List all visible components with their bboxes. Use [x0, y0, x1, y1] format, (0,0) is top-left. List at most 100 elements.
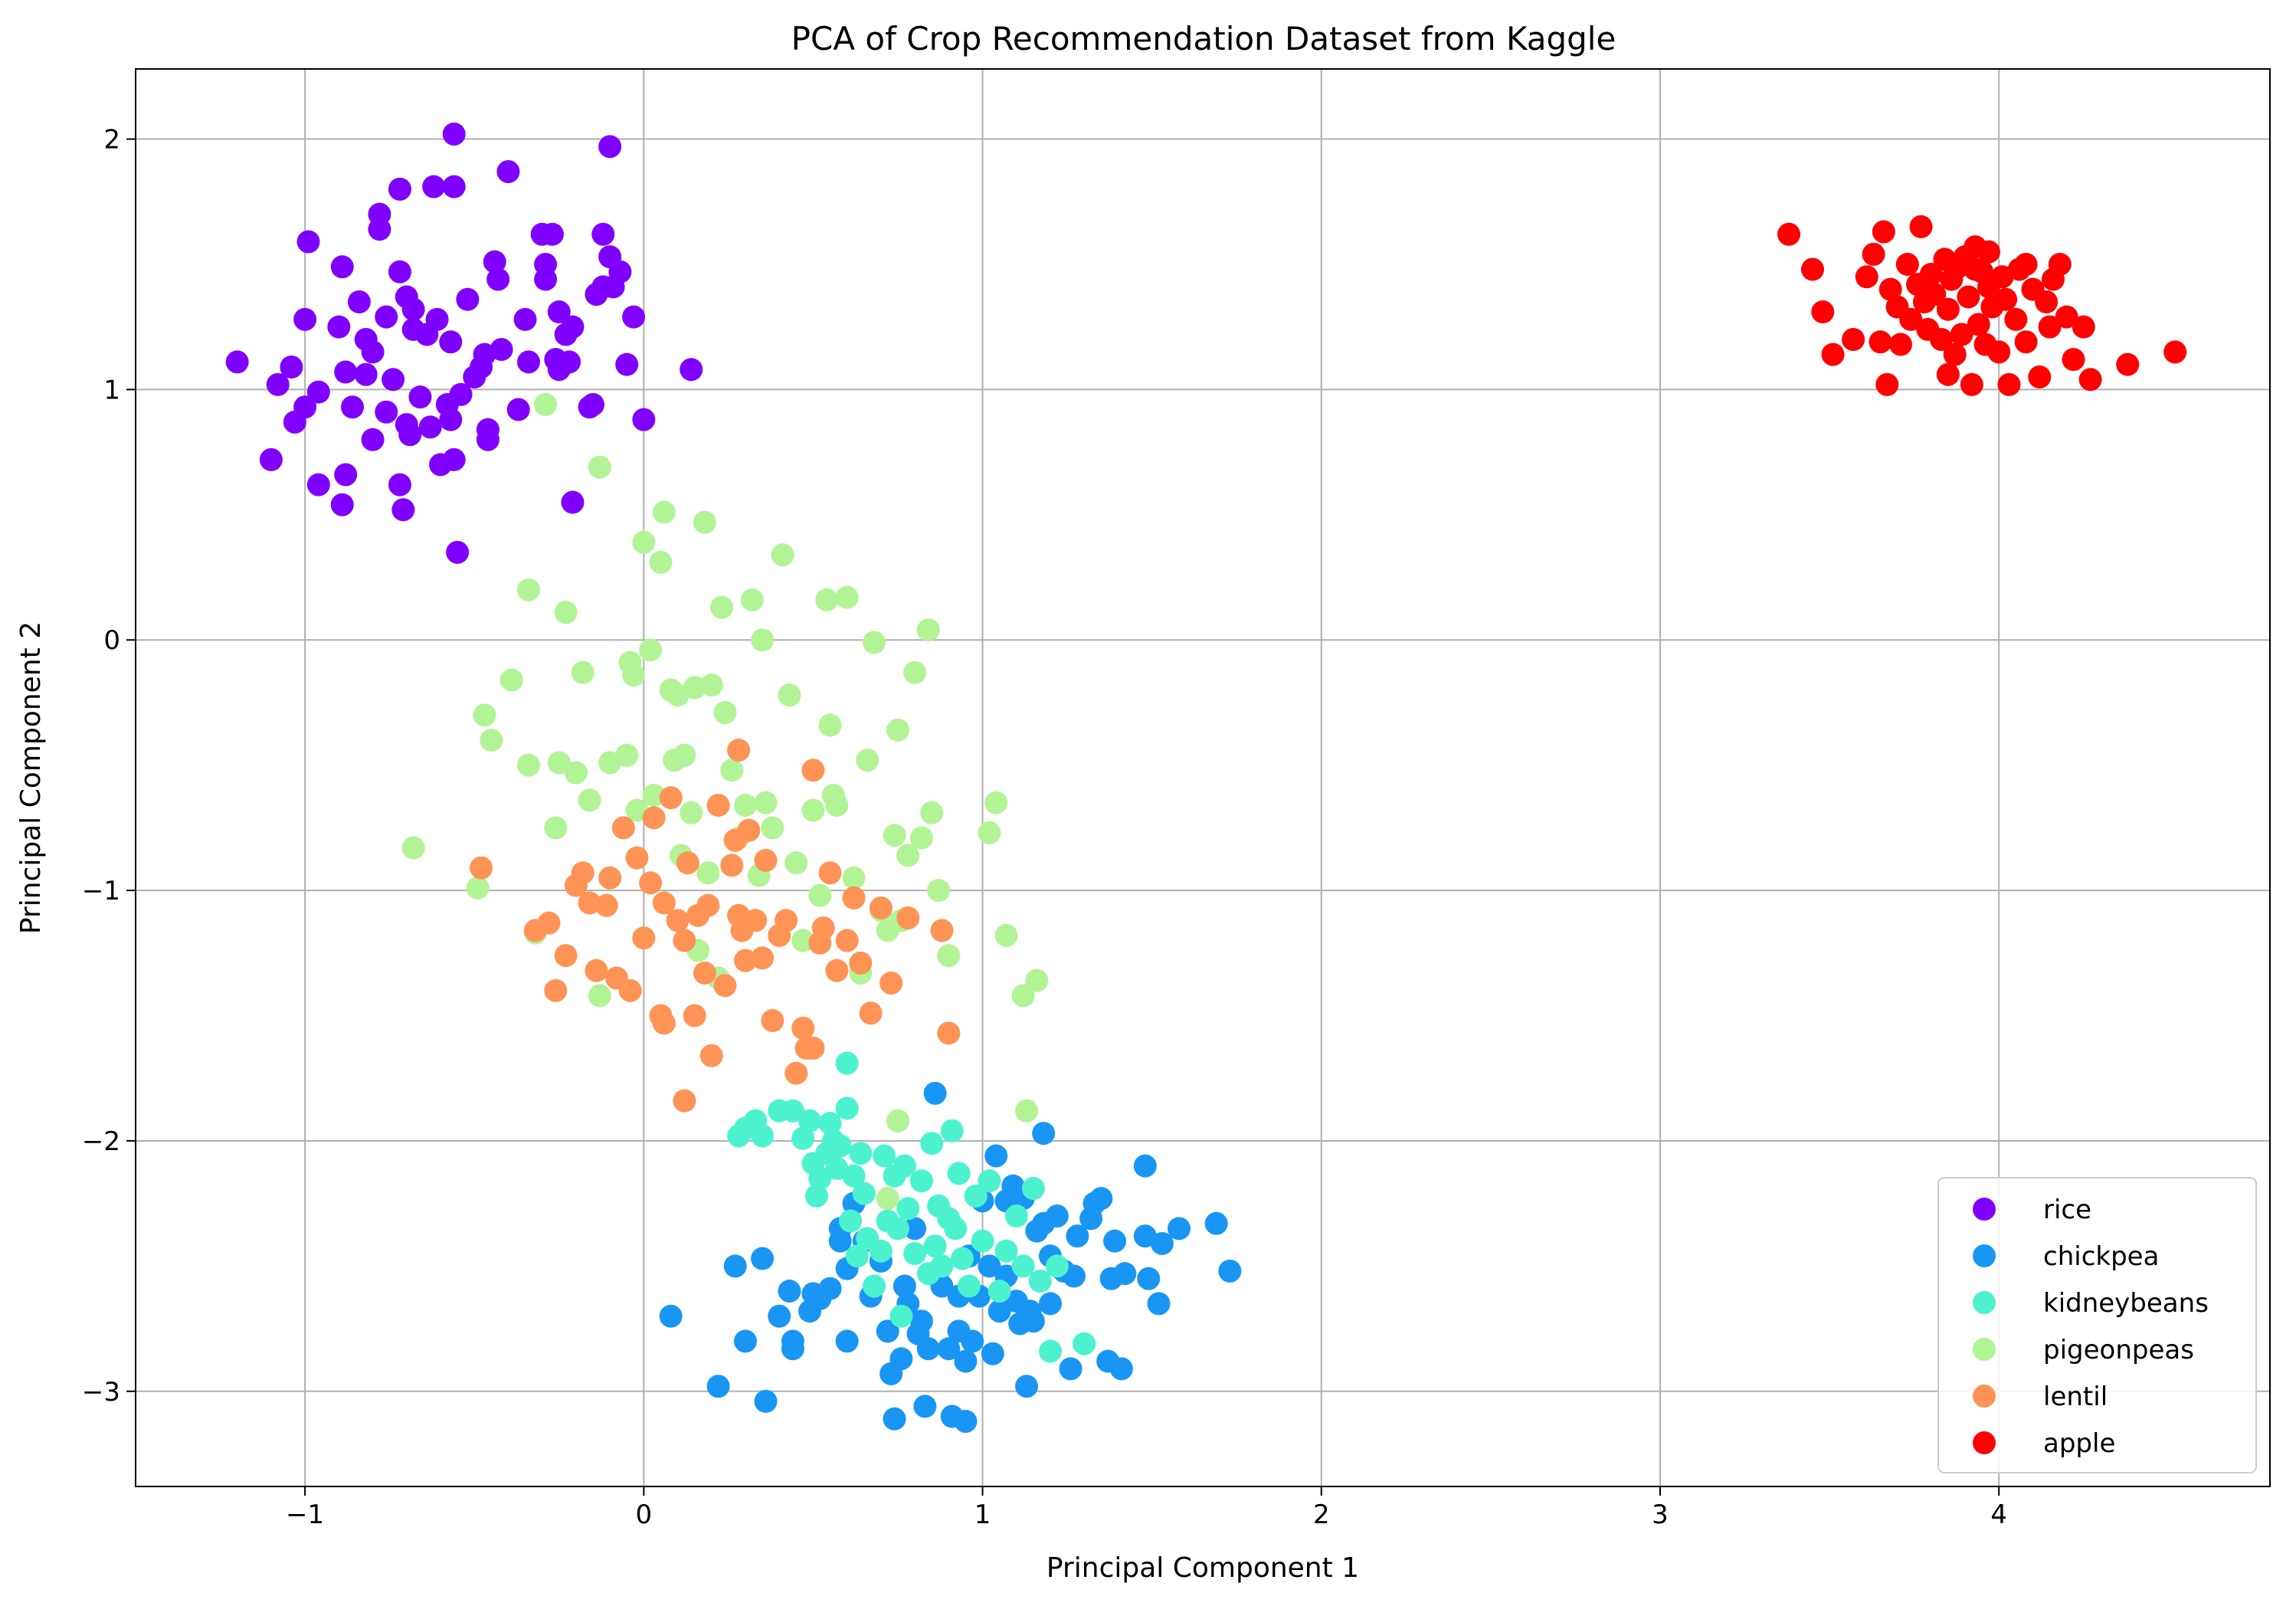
pigeonpeas-point: [499, 668, 523, 692]
y-tick-label: −2: [82, 1126, 120, 1157]
legend-label-kidneybeans: kidneybeans: [2043, 1288, 2209, 1319]
apple-point: [1936, 362, 1960, 386]
pigeonpeas-point: [571, 660, 594, 684]
pigeonpeas-point: [1025, 969, 1049, 992]
pigeonpeas-point: [516, 578, 540, 601]
kidneybeans-point: [971, 1229, 994, 1253]
pigeonpeas-point: [886, 718, 909, 742]
rice-point: [306, 380, 330, 404]
lentil-point: [585, 959, 608, 982]
rice-point: [368, 218, 391, 241]
lentil-point: [849, 951, 873, 975]
series-rice: [225, 122, 703, 564]
rice-point: [293, 395, 317, 419]
legend-label-apple: apple: [2043, 1428, 2115, 1459]
chickpea-point: [889, 1347, 913, 1371]
lentil-point: [659, 786, 683, 810]
rice-point: [442, 122, 466, 146]
chickpea-point: [1103, 1229, 1127, 1253]
rice-point: [547, 300, 571, 324]
rice-point: [391, 498, 415, 522]
rice-point: [361, 428, 385, 451]
lentil-point: [696, 893, 720, 917]
chickpea-point: [1168, 1217, 1191, 1241]
kidneybeans-point: [889, 1304, 913, 1328]
rice-point: [347, 290, 371, 313]
kidneybeans-point: [873, 1144, 896, 1168]
lentil-point: [784, 1061, 808, 1085]
apple-point: [1936, 297, 1960, 321]
chickpea-point: [1021, 1309, 1045, 1333]
kidneybeans-point: [940, 1119, 964, 1142]
rice-point: [388, 177, 411, 201]
apple-point: [2078, 368, 2102, 392]
lentil-point: [720, 854, 744, 877]
rice-point: [439, 330, 463, 354]
kidneybeans-point: [886, 1217, 909, 1241]
apple-point: [1888, 333, 1912, 356]
chickpea-point: [1113, 1262, 1137, 1286]
chickpea-point: [778, 1280, 801, 1303]
rice-point: [375, 305, 398, 329]
apple-point: [2163, 340, 2187, 364]
apple-point: [2014, 330, 2038, 354]
pigeonpeas-point: [642, 783, 666, 807]
pigeonpeas-point: [937, 944, 961, 968]
lentil-point: [811, 916, 835, 940]
legend-label-lentil: lentil: [2043, 1381, 2108, 1412]
lentil-point: [801, 759, 825, 782]
rice-point: [486, 267, 510, 291]
pigeonpeas-point: [801, 798, 825, 822]
chickpea-point: [1039, 1292, 1062, 1316]
apple-point: [1875, 372, 1899, 396]
pigeonpeas-point: [903, 660, 927, 684]
pigeonpeas-point: [652, 500, 676, 524]
x-tick-label: 3: [1652, 1499, 1669, 1530]
legend-marker-chickpea: [1973, 1244, 1996, 1267]
chickpea-point: [1204, 1211, 1228, 1235]
lentil-point: [825, 959, 849, 982]
lentil-point: [578, 891, 601, 915]
lentil-point: [683, 1004, 706, 1028]
pigeonpeas-point: [710, 595, 734, 619]
y-tick-label: 0: [103, 625, 120, 656]
chickpea-point: [1059, 1357, 1082, 1381]
chickpea-point: [961, 1329, 984, 1353]
pigeonpeas-point: [815, 588, 839, 611]
chickpea-point: [835, 1329, 859, 1353]
pigeonpeas-point: [1015, 1099, 1039, 1123]
chickpea-point: [954, 1349, 978, 1373]
apple-point: [1957, 285, 1980, 309]
chickpea-point: [916, 1337, 940, 1361]
chart-title: PCA of Crop Recommendation Dataset from …: [791, 20, 1616, 57]
apple-point: [1987, 340, 2011, 364]
lentil-point: [673, 1089, 696, 1113]
kidneybeans-point: [781, 1099, 804, 1123]
kidneybeans-point: [839, 1209, 863, 1233]
rice-point: [598, 135, 622, 159]
rice-point: [446, 540, 470, 564]
apple-point: [1895, 252, 1919, 276]
x-tick-label: 0: [636, 1499, 653, 1530]
kidneybeans-point: [791, 1126, 815, 1150]
lentil-point: [470, 856, 493, 880]
pigeonpeas-point: [693, 510, 716, 534]
pigeonpeas-point: [920, 801, 944, 824]
chickpea-point: [734, 1329, 757, 1353]
pigeonpeas-point: [713, 701, 737, 725]
kidneybeans-point: [798, 1109, 822, 1132]
pigeonpeas-point: [984, 791, 1008, 814]
y-tick-label: −3: [82, 1377, 120, 1408]
rice-point: [425, 307, 449, 331]
rice-point: [334, 463, 358, 487]
kidneybeans-point: [1011, 1254, 1035, 1278]
axis-ticks: −1 0 1 2 3 4 −3 −2 −1 0 1 2: [82, 125, 2007, 1530]
apple-point: [1994, 287, 2018, 311]
kidneybeans-point: [869, 1239, 893, 1263]
pigeonpeas-point: [480, 728, 503, 752]
rice-point: [388, 473, 411, 497]
pigeonpeas-point: [720, 759, 744, 782]
chickpea-point: [1045, 1204, 1069, 1227]
apple-point: [1878, 277, 1902, 301]
